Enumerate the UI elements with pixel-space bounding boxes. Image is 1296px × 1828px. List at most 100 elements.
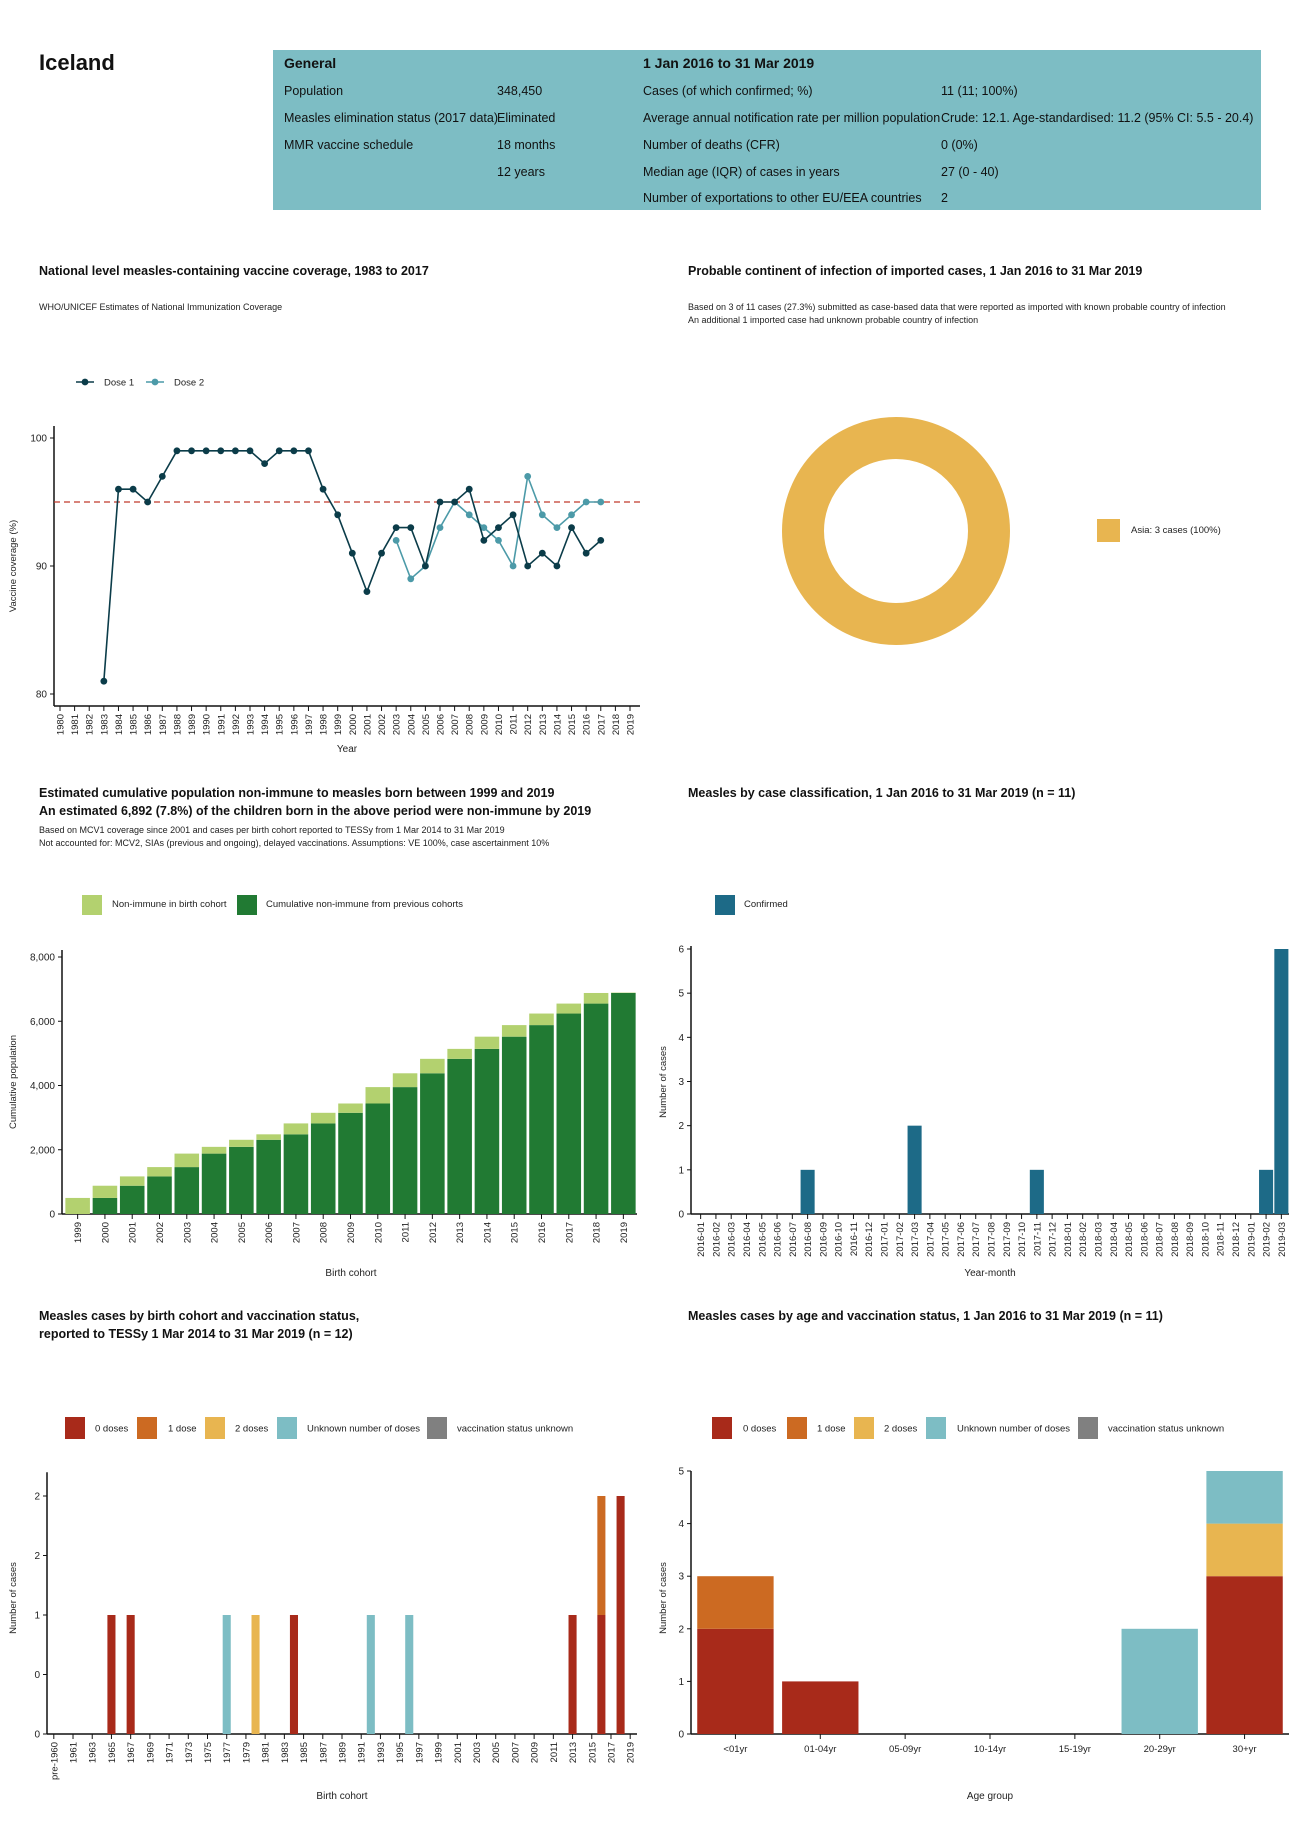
x-tick-label: pre-1960 xyxy=(49,1742,60,1780)
bar-segment xyxy=(92,1197,118,1214)
x-tick-label: 1983 xyxy=(280,1742,291,1763)
x-tick-label: 2004 xyxy=(406,714,417,735)
data-point xyxy=(582,498,590,506)
bar-segment xyxy=(474,1036,500,1049)
data-point xyxy=(524,473,532,480)
data-point xyxy=(188,447,195,455)
y-tick-label: 4 xyxy=(678,1519,684,1530)
legend-marker xyxy=(151,378,159,386)
legend-swatch xyxy=(137,1417,157,1439)
data-point xyxy=(144,498,152,506)
x-tick-label: 2007 xyxy=(510,1742,521,1763)
x-tick-label: 2017 xyxy=(596,714,607,735)
bar-segment xyxy=(283,1134,309,1214)
x-tick-label: 2016-04 xyxy=(742,1222,753,1257)
x-axis-title: Age group xyxy=(967,1791,1014,1802)
x-tick-label: 1989 xyxy=(187,714,198,735)
x-tick-label: 2018-06 xyxy=(1139,1222,1150,1257)
x-tick-label: 1990 xyxy=(202,714,213,735)
legend-swatch-confirmed xyxy=(715,895,735,915)
x-tick-label: 2016-11 xyxy=(849,1222,860,1256)
x-tick-label: <01yr xyxy=(723,1744,747,1755)
y-tick-label: 0 xyxy=(678,1210,684,1221)
data-point xyxy=(115,485,122,493)
data-point xyxy=(129,485,137,493)
bar-segment xyxy=(174,1167,200,1214)
x-tick-label: 2018-03 xyxy=(1093,1222,1104,1257)
bar-segment xyxy=(556,1013,582,1214)
data-point xyxy=(378,549,385,557)
x-tick-label: 2017-12 xyxy=(1048,1222,1059,1257)
bar-segment xyxy=(583,992,609,1004)
bar-segment xyxy=(420,1073,445,1214)
bar-segment xyxy=(597,1615,606,1734)
x-tick-label: 1981 xyxy=(261,1742,272,1763)
bar-segment xyxy=(1121,1628,1198,1734)
legend-swatch xyxy=(787,1417,807,1439)
non-immune-title: Estimated cumulative population non-immu… xyxy=(39,786,555,800)
legend-label: Unknown number of doses xyxy=(307,1424,420,1435)
x-tick-label: 2017-04 xyxy=(925,1222,936,1257)
page-title: Iceland xyxy=(39,50,115,75)
data-point xyxy=(246,447,254,455)
x-tick-label: 2013 xyxy=(568,1742,579,1763)
x-tick-label: 2017-02 xyxy=(895,1222,906,1257)
x-tick-label: 1991 xyxy=(357,1742,368,1763)
bar-segment xyxy=(420,1058,445,1074)
x-tick-label: 2018-10 xyxy=(1200,1222,1211,1257)
x-tick-label: 2011 xyxy=(509,714,520,734)
period-heading: 1 Jan 2016 to 31 Mar 2019 xyxy=(643,55,815,71)
bar-segment xyxy=(338,1112,363,1214)
x-tick-label: 2010 xyxy=(373,1222,384,1243)
bar xyxy=(1274,949,1289,1214)
x-tick-label: 2009 xyxy=(346,1222,357,1243)
bar-segment xyxy=(310,1112,336,1124)
data-point xyxy=(582,549,590,557)
general-value: 18 months xyxy=(497,138,556,152)
x-tick-label: 1987 xyxy=(158,714,169,735)
x-tick-label: 2018-08 xyxy=(1170,1222,1181,1257)
bar-segment xyxy=(289,1615,299,1734)
general-value: Eliminated xyxy=(497,111,556,125)
x-tick-label: 2017-09 xyxy=(1002,1222,1013,1257)
x-tick-label: 01-04yr xyxy=(804,1744,836,1755)
general-value: 12 years xyxy=(497,165,545,179)
birth-cohort-bar-chart: 0 0 1 2 2 pre-1960 1961 1963 1965 1967 1969 1971 197… xyxy=(8,1472,637,1802)
bar-segment xyxy=(338,1103,363,1113)
x-tick-label: 2005 xyxy=(421,714,432,735)
data-point xyxy=(275,447,283,455)
y-tick-label: 100 xyxy=(30,434,47,445)
bar-segment xyxy=(147,1176,172,1214)
data-point xyxy=(436,498,444,506)
x-tick-label: 2012 xyxy=(428,1222,439,1243)
data-point xyxy=(217,447,225,455)
general-label: MMR vaccine schedule xyxy=(284,138,414,152)
data-point xyxy=(202,447,210,455)
bar-segment xyxy=(174,1153,200,1168)
data-point xyxy=(407,524,415,531)
x-tick-label: 2017-10 xyxy=(1017,1222,1028,1257)
x-tick-label: 1982 xyxy=(85,714,96,735)
y-tick-label: 5 xyxy=(678,1467,684,1478)
x-axis-title: Birth cohort xyxy=(316,1791,367,1802)
x-tick-label: 2019 xyxy=(626,714,637,735)
x-tick-label: 2018-12 xyxy=(1231,1222,1242,1257)
data-point xyxy=(436,524,444,531)
x-tick-label: 1980 xyxy=(56,714,67,735)
x-tick-label: 2006 xyxy=(436,714,447,735)
x-tick-label: 2019 xyxy=(619,1222,630,1243)
x-tick-label: 2003 xyxy=(472,1742,483,1763)
legend-label: vaccination status unknown xyxy=(1108,1424,1224,1435)
bar xyxy=(800,1169,815,1214)
x-tick-label: 2011 xyxy=(401,1222,412,1242)
coverage-title: National level measles-containing vaccin… xyxy=(39,264,429,278)
x-tick-label: 2000 xyxy=(348,714,359,735)
bar-segment xyxy=(126,1615,135,1734)
continent-note: Based on 3 of 11 cases (27.3%) submitted… xyxy=(688,302,1226,312)
bar-segment xyxy=(1206,1471,1283,1524)
x-tick-label: 1999 xyxy=(333,714,344,735)
info-table: General 1 Jan 2016 to 31 Mar 2019 Popula… xyxy=(273,50,1261,210)
x-tick-label: 2009 xyxy=(479,714,490,735)
x-tick-label: 1999 xyxy=(434,1742,445,1763)
